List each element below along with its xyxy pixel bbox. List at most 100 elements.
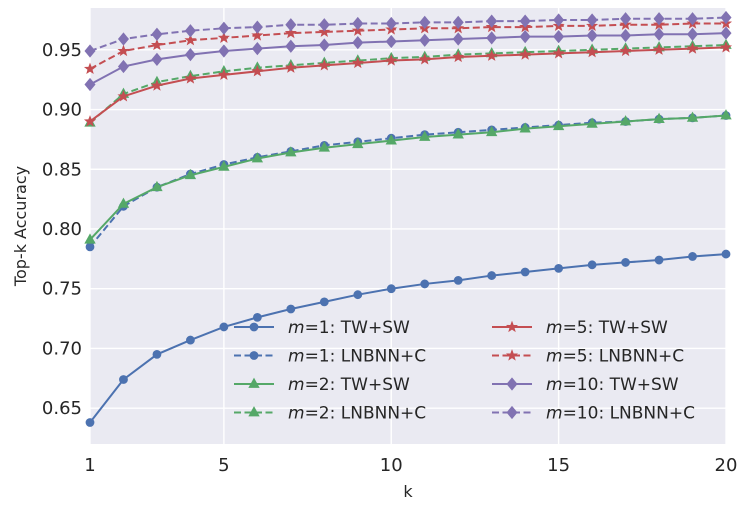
legend-item: m=5: TW+SW	[492, 318, 668, 338]
series-5-point	[83, 62, 97, 75]
legend-marker	[505, 349, 519, 361]
series-7-point	[352, 16, 364, 31]
series-2-point	[184, 168, 197, 180]
legend-label: m=10: LNBNN+C	[546, 404, 695, 424]
legend-label-text: =10: LNBNN+C	[563, 404, 695, 424]
series-5-point	[251, 29, 264, 41]
series-5-point	[318, 25, 331, 38]
series-4-point	[418, 53, 431, 65]
series-2-point	[419, 130, 431, 141]
series-0-point	[487, 271, 497, 280]
series-6-point	[352, 36, 364, 50]
series-0-point	[85, 418, 95, 427]
series-2-point	[84, 233, 96, 244]
series-6-point	[553, 30, 565, 44]
series-2-point	[486, 125, 498, 137]
series-6-point	[586, 28, 598, 43]
legend-label-text: =2: LNBNN+C	[305, 404, 427, 424]
legend-marker	[248, 406, 260, 417]
legend-marker	[506, 405, 518, 420]
series-6-point	[184, 47, 196, 62]
y-tick-label: 0.90	[42, 100, 82, 121]
series-0	[85, 249, 731, 427]
legend: m=1: TW+SWm=1: LNBNN+Cm=2: TW+SWm=2: LNB…	[234, 318, 695, 424]
series-4-point	[217, 68, 230, 81]
legend-item: m=5: LNBNN+C	[492, 347, 684, 367]
series-3-line	[89, 44, 727, 124]
series-0-point	[252, 312, 262, 322]
series-7-point	[84, 44, 96, 58]
y-tick-label: 0.75	[42, 279, 82, 300]
x-tick-label: 20	[715, 455, 738, 476]
legend-marker	[505, 320, 519, 333]
series-2-line	[89, 114, 727, 241]
series-6-point	[117, 59, 129, 74]
series-7-point	[653, 12, 665, 26]
series-2-point	[385, 134, 397, 145]
series-7-line	[89, 16, 727, 52]
legend-label: m=10: TW+SW	[546, 375, 679, 395]
series-6-point	[218, 44, 230, 58]
legend-label-text: =1: TW+SW	[305, 318, 410, 338]
series-4-point	[686, 42, 699, 54]
series-7-point	[586, 13, 598, 27]
legend-label-text: =5: LNBNN+C	[563, 347, 685, 367]
series-5-point	[117, 44, 130, 57]
series-group	[83, 10, 733, 427]
grid	[89, 8, 727, 444]
series-2-point	[519, 122, 531, 133]
series-0-point	[688, 252, 697, 261]
series-6-point	[251, 41, 263, 56]
legend-label-text: =5: TW+SW	[563, 318, 668, 338]
series-0-point	[587, 260, 597, 270]
series-6-point	[519, 30, 531, 44]
series-0-point	[119, 375, 128, 384]
y-tick-label: 0.85	[42, 159, 82, 180]
series-0-point	[386, 284, 396, 294]
series-2-point	[285, 146, 297, 157]
series-5-point	[351, 24, 364, 36]
legend-marker	[248, 377, 260, 388]
legend-label-italic: m	[546, 404, 563, 424]
series-4-line	[89, 46, 727, 123]
series-5-point	[217, 31, 230, 43]
series-7-point	[519, 14, 531, 28]
series-7-point	[452, 15, 464, 29]
legend-label-italic: m	[288, 404, 305, 424]
y-tick-label: 0.65	[42, 398, 82, 419]
series-2-point	[586, 117, 598, 128]
tick-labels: 1 5 10 15 200.650.700.750.800.850.900.95	[42, 40, 738, 476]
series-2-point	[552, 119, 565, 131]
legend-item: m=2: LNBNN+C	[234, 404, 426, 424]
series-2-point	[218, 160, 230, 171]
series-0-point	[186, 335, 195, 345]
series-7-point	[117, 32, 129, 46]
x-tick-label: 15	[547, 455, 570, 476]
series-5-point	[150, 38, 163, 51]
legend-label-text: =2: TW+SW	[305, 375, 410, 395]
series-0-point	[554, 264, 564, 273]
series-6-point	[687, 27, 699, 41]
series-4-point	[586, 45, 599, 58]
legend-label: m=5: LNBNN+C	[546, 347, 684, 367]
y-tick-label: 0.95	[42, 40, 82, 61]
series-4-point	[485, 49, 498, 61]
x-tick-label: 1	[84, 455, 95, 476]
series-6-point	[385, 34, 397, 49]
y-tick-label: 0.80	[42, 219, 82, 240]
series-5-point	[284, 26, 297, 39]
legend-label: m=1: LNBNN+C	[288, 347, 426, 367]
series-0-point	[453, 275, 463, 285]
legend-label-italic: m	[546, 318, 563, 338]
series-4-point	[117, 90, 130, 102]
series-2-point	[151, 180, 163, 192]
y-tick-label: 0.70	[42, 338, 82, 359]
series-7-point	[687, 12, 699, 26]
series-4-point	[284, 61, 297, 73]
series-0-point	[420, 279, 430, 289]
series-6	[84, 26, 732, 92]
series-2-point	[452, 128, 464, 139]
series-7-point	[720, 10, 732, 25]
series-4-point	[719, 41, 733, 53]
